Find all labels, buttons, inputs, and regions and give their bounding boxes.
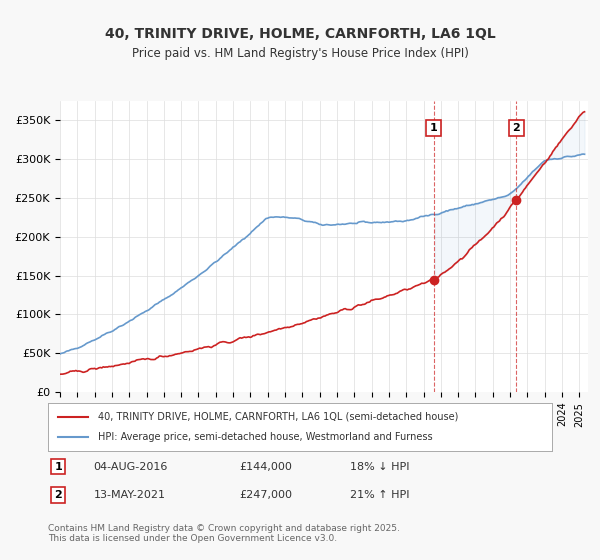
- Text: 04-AUG-2016: 04-AUG-2016: [94, 461, 168, 472]
- Text: 40, TRINITY DRIVE, HOLME, CARNFORTH, LA6 1QL: 40, TRINITY DRIVE, HOLME, CARNFORTH, LA6…: [104, 27, 496, 41]
- Text: Price paid vs. HM Land Registry's House Price Index (HPI): Price paid vs. HM Land Registry's House …: [131, 46, 469, 60]
- Text: 18% ↓ HPI: 18% ↓ HPI: [350, 461, 410, 472]
- Text: £247,000: £247,000: [239, 490, 293, 500]
- Text: 13-MAY-2021: 13-MAY-2021: [94, 490, 166, 500]
- Text: 21% ↑ HPI: 21% ↑ HPI: [350, 490, 410, 500]
- Text: 1: 1: [54, 461, 62, 472]
- Text: 2: 2: [512, 123, 520, 133]
- Text: 40, TRINITY DRIVE, HOLME, CARNFORTH, LA6 1QL (semi-detached house): 40, TRINITY DRIVE, HOLME, CARNFORTH, LA6…: [98, 412, 459, 422]
- Text: 1: 1: [430, 123, 437, 133]
- Text: £144,000: £144,000: [239, 461, 292, 472]
- Text: Contains HM Land Registry data © Crown copyright and database right 2025.
This d: Contains HM Land Registry data © Crown c…: [48, 524, 400, 543]
- Text: 2: 2: [54, 490, 62, 500]
- Text: HPI: Average price, semi-detached house, Westmorland and Furness: HPI: Average price, semi-detached house,…: [98, 432, 433, 442]
